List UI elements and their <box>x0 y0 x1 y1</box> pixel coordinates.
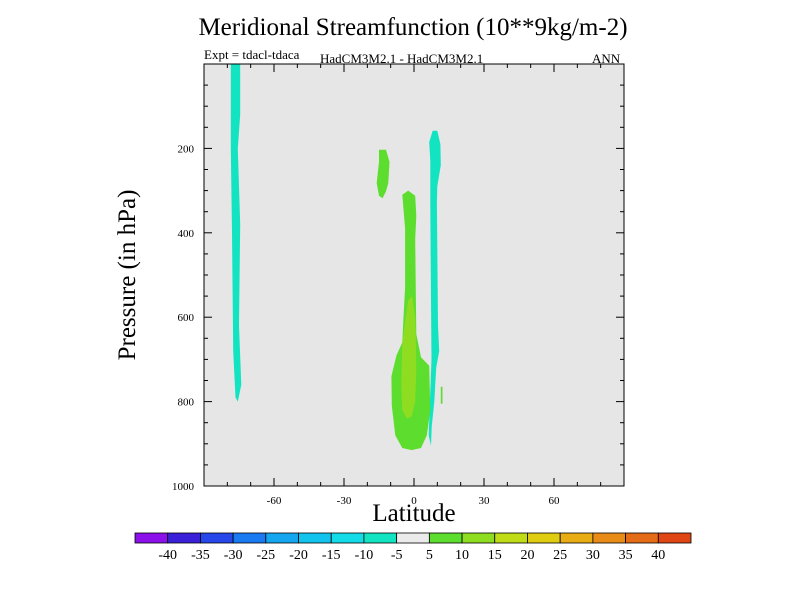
chart-title: Meridional Streamfunction (10**9kg/m-2) <box>198 14 628 41</box>
contour-eq-positive-core <box>401 296 417 419</box>
x-axis-label: Latitude <box>372 500 456 527</box>
colorbar-swatch <box>330 532 365 544</box>
colorbar-level-label: -40 <box>158 548 177 563</box>
y-tick-label: 600 <box>178 312 195 324</box>
colorbar-level-label: -15 <box>322 548 341 563</box>
x-tick-label: -30 <box>337 495 352 507</box>
colorbar-level-label: 10 <box>455 548 469 563</box>
contour-regions <box>230 64 443 451</box>
axis-ticks: -60 -30 0 30 60 200 400 600 800 1000 <box>172 64 624 507</box>
models-label: HadCM3M2.1 - HadCM3M2.1 <box>320 51 484 66</box>
colorbar-swatch <box>134 532 169 544</box>
colorbar-level-label: 25 <box>553 548 567 563</box>
colorbar-swatch <box>232 532 267 544</box>
colorbar-swatch <box>657 532 692 544</box>
colorbar-level-label: 30 <box>586 548 600 563</box>
colorbar-swatch <box>527 532 561 544</box>
colorbar-swatch <box>167 532 201 544</box>
contour-small-positive-sliver <box>440 386 443 404</box>
colorbar-swatch <box>559 532 594 544</box>
colorbar-level-label: 5 <box>426 548 433 563</box>
colorbar-level-label: -35 <box>191 548 210 563</box>
colorbar-swatch <box>396 532 430 544</box>
x-tick-label: 60 <box>549 495 561 507</box>
colorbar-swatch <box>265 532 299 544</box>
colorbar-swatch <box>461 532 496 544</box>
colorbar-swatch <box>363 532 398 544</box>
colorbar-level-label: 20 <box>520 548 534 563</box>
experiment-label: Expt = tdacl-tdaca <box>204 47 300 62</box>
season-label: ANN <box>592 51 621 66</box>
colorbar-level-label: 15 <box>488 548 502 563</box>
colorbar-swatch <box>298 532 332 544</box>
x-tick-label: -60 <box>267 495 282 507</box>
y-tick-label: 1000 <box>172 481 195 493</box>
colorbar-level-label: 40 <box>651 548 665 563</box>
colorbar-swatch <box>592 532 626 544</box>
colorbar-swatch <box>494 532 528 544</box>
x-tick-label: 30 <box>479 495 491 507</box>
contour-sh-polar-negative-cell <box>230 64 242 402</box>
colorbar: -40 -35 -30 -25 -20 -15 -10 -5 5 10 15 20 25 30 35 40 <box>134 532 692 563</box>
colorbar-level-label: -10 <box>355 548 374 563</box>
colorbar-swatch <box>625 532 659 544</box>
contour-upper-positive-cell <box>376 149 390 199</box>
y-tick-label: 400 <box>178 228 195 240</box>
colorbar-level-label: -30 <box>224 548 243 563</box>
colorbar-level-label: 35 <box>619 548 633 563</box>
colorbar-level-label: -20 <box>289 548 308 563</box>
y-tick-label: 200 <box>178 143 195 155</box>
x-tick-label: 0 <box>411 495 417 507</box>
colorbar-level-label: -5 <box>391 548 403 563</box>
contour-eq-negative-cell <box>428 130 441 446</box>
colorbar-swatch <box>428 532 463 544</box>
y-tick-label: 800 <box>178 397 195 409</box>
colorbar-level-label: -25 <box>256 548 275 563</box>
colorbar-swatch <box>200 532 234 544</box>
